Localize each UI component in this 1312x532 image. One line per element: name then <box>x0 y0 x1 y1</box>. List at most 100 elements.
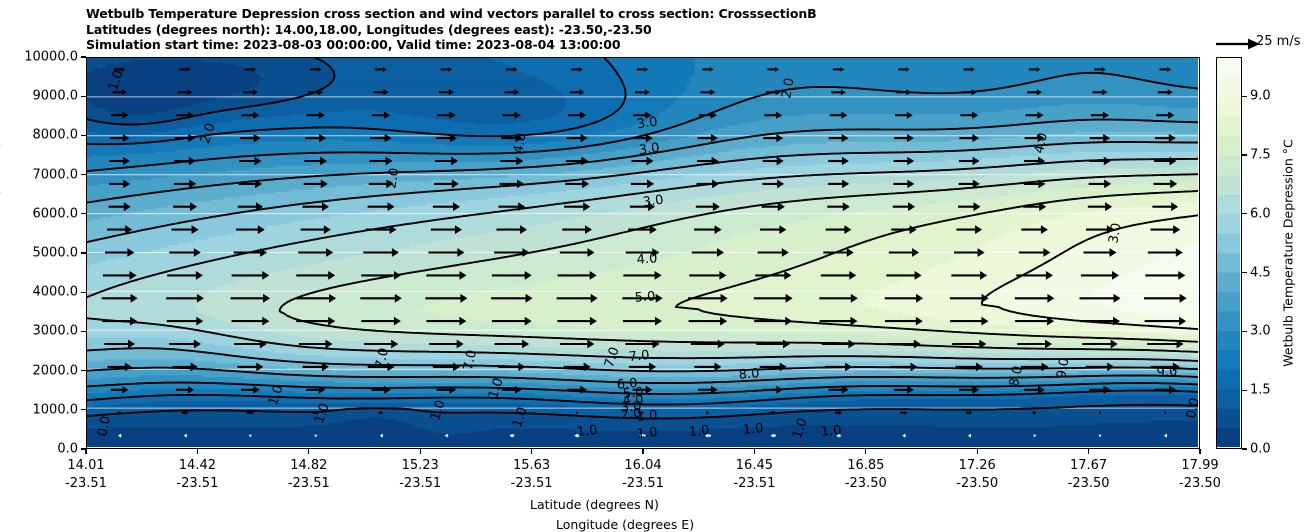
x-axis-label-lat: Latitude (degrees N) <box>530 497 659 512</box>
x-tick-label-lat: 14.42 <box>178 458 216 473</box>
svg-text:7.0: 7.0 <box>628 348 650 365</box>
x-tick-mark <box>1087 449 1090 454</box>
y-tick-label: 8000.0 <box>32 127 79 143</box>
svg-text:2.0: 2.0 <box>620 406 642 423</box>
svg-text:7.0: 7.0 <box>461 349 480 372</box>
y-tick-mark <box>81 448 86 450</box>
svg-text:4.0: 4.0 <box>511 132 529 155</box>
x-tick-label-lat: 16.04 <box>624 458 662 473</box>
colorbar-gradient <box>1217 58 1240 447</box>
y-tick-label: 2000.0 <box>32 363 79 379</box>
y-tick-mark <box>81 252 86 254</box>
figure-title: Wetbulb Temperature Depression cross sec… <box>86 6 817 53</box>
svg-text:9.0: 9.0 <box>1054 357 1072 380</box>
svg-text:1.0: 1.0 <box>790 416 811 440</box>
svg-text:0.0: 0.0 <box>1184 397 1198 420</box>
y-tick-label: 5000.0 <box>32 245 79 261</box>
svg-text:4.0: 4.0 <box>636 251 658 267</box>
svg-text:1.0: 1.0 <box>742 421 764 438</box>
y-tick-label: 7000.0 <box>32 167 79 183</box>
colorbar-label: Wetbulb Temperature Depression °C <box>1280 139 1296 367</box>
x-tick-label-lat: 15.63 <box>512 458 551 473</box>
svg-text:3.0: 3.0 <box>620 399 642 416</box>
x-tick-label-lon: -23.50 <box>1067 476 1110 491</box>
x-tick-label-lon: -23.51 <box>399 476 442 491</box>
y-tick-mark <box>81 95 86 97</box>
cross-section-svg: 1.02.02.02.03.03.04.03.04.03.04.05.07.07… <box>87 58 1198 447</box>
svg-text:1.0: 1.0 <box>312 401 333 425</box>
y-tick-label: 9000.0 <box>32 88 79 104</box>
x-tick-mark <box>642 449 644 454</box>
x-tick-mark <box>85 449 87 454</box>
title-line-3: Simulation start time: 2023-08-03 00:00:… <box>86 37 621 52</box>
colorbar-tick-label: 7.5 <box>1250 147 1271 163</box>
svg-text:6.0: 6.0 <box>616 376 638 393</box>
y-tick-mark <box>81 173 86 176</box>
cross-section-plot-area: 1.0 2.0 2.0 2.0 3.0 3.0 4.0 3.0 4.0 3.0 4.0 5.0 7.0 7… <box>86 57 1200 449</box>
y-tick-mark <box>81 134 86 137</box>
x-tick-label-lon: -23.50 <box>1179 476 1221 491</box>
y-tick-mark <box>81 291 86 293</box>
x-tick-label-lon: -23.51 <box>510 476 553 491</box>
colorbar-tick-label: 4.5 <box>1250 265 1271 281</box>
x-tick-mark <box>753 449 756 454</box>
y-tick-label: 10000.0 <box>24 49 78 65</box>
svg-text:5.0: 5.0 <box>622 385 644 402</box>
colorbar-tick-label: 0.0 <box>1250 441 1271 457</box>
colorbar-tick-mark <box>1242 154 1247 156</box>
y-tick-label: 4000.0 <box>32 284 79 300</box>
wind-quiver-key-arrow <box>1216 38 1260 50</box>
x-tick-label-lon: -23.51 <box>287 476 330 491</box>
wind-quiver-key-label: 25 m/s <box>1256 34 1301 49</box>
x-tick-mark <box>196 449 199 454</box>
y-tick-label: 1000.0 <box>32 402 79 418</box>
title-line-2: Latitudes (degrees north): 14.00,18.00, … <box>86 21 652 37</box>
x-tick-label-lon: -23.51 <box>176 476 219 491</box>
y-tick-mark <box>81 56 86 58</box>
colorbar-tick-mark <box>1242 448 1247 450</box>
x-tick-mark <box>1199 449 1201 454</box>
y-tick-label: 0.0 <box>57 441 78 457</box>
svg-text:3.0: 3.0 <box>638 141 661 159</box>
x-tick-label-lat: 14.82 <box>290 458 328 473</box>
x-tick-label-lat: 17.67 <box>1069 458 1108 473</box>
y-tick-label: 6000.0 <box>32 206 79 222</box>
svg-text:3.0: 3.0 <box>1106 222 1124 245</box>
svg-text:2.0: 2.0 <box>198 121 219 145</box>
svg-text:9.0: 9.0 <box>1156 364 1178 380</box>
y-tick-mark <box>81 330 86 333</box>
x-tick-mark <box>419 449 421 454</box>
x-axis-label-lon: Longitude (degrees E) <box>556 517 695 532</box>
colorbar-tick-mark <box>1242 213 1247 215</box>
colorbar <box>1216 57 1242 449</box>
colorbar-tick-label: 9.0 <box>1250 88 1271 104</box>
svg-text:1.0: 1.0 <box>510 405 531 429</box>
x-tick-mark <box>530 449 533 454</box>
x-tick-label-lon: -23.51 <box>733 476 776 491</box>
x-tick-label-lon: -23.51 <box>65 476 107 491</box>
colorbar-tick-mark <box>1242 389 1247 391</box>
svg-text:0.0: 0.0 <box>95 415 114 438</box>
svg-text:8.0: 8.0 <box>738 366 760 382</box>
y-tick-mark <box>81 369 86 372</box>
colorbar-tick-label: 1.5 <box>1250 382 1271 398</box>
x-tick-label-lat: 17.99 <box>1181 458 1219 473</box>
y-tick-label: 3000.0 <box>32 323 79 339</box>
svg-text:1.0: 1.0 <box>636 408 658 425</box>
svg-text:1.0: 1.0 <box>688 423 710 440</box>
svg-text:8.0: 8.0 <box>1007 365 1026 388</box>
svg-text:3.0: 3.0 <box>642 193 665 211</box>
x-tick-mark <box>976 449 978 454</box>
svg-text:7.0: 7.0 <box>373 347 392 370</box>
x-tick-label-lat: 16.85 <box>847 458 885 473</box>
x-tick-label-lon: -23.50 <box>844 476 887 491</box>
svg-text:2.0: 2.0 <box>384 167 402 190</box>
colorbar-tick-label: 6.0 <box>1250 206 1271 222</box>
svg-text:1.0: 1.0 <box>106 68 127 92</box>
x-tick-label-lon: -23.50 <box>956 476 999 491</box>
x-tick-label-lat: 17.26 <box>958 458 996 473</box>
x-tick-label-lat: 16.45 <box>735 458 773 473</box>
svg-text:7.0: 7.0 <box>602 345 623 369</box>
colorbar-tick-mark <box>1242 271 1247 274</box>
y-tick-mark <box>81 409 86 411</box>
